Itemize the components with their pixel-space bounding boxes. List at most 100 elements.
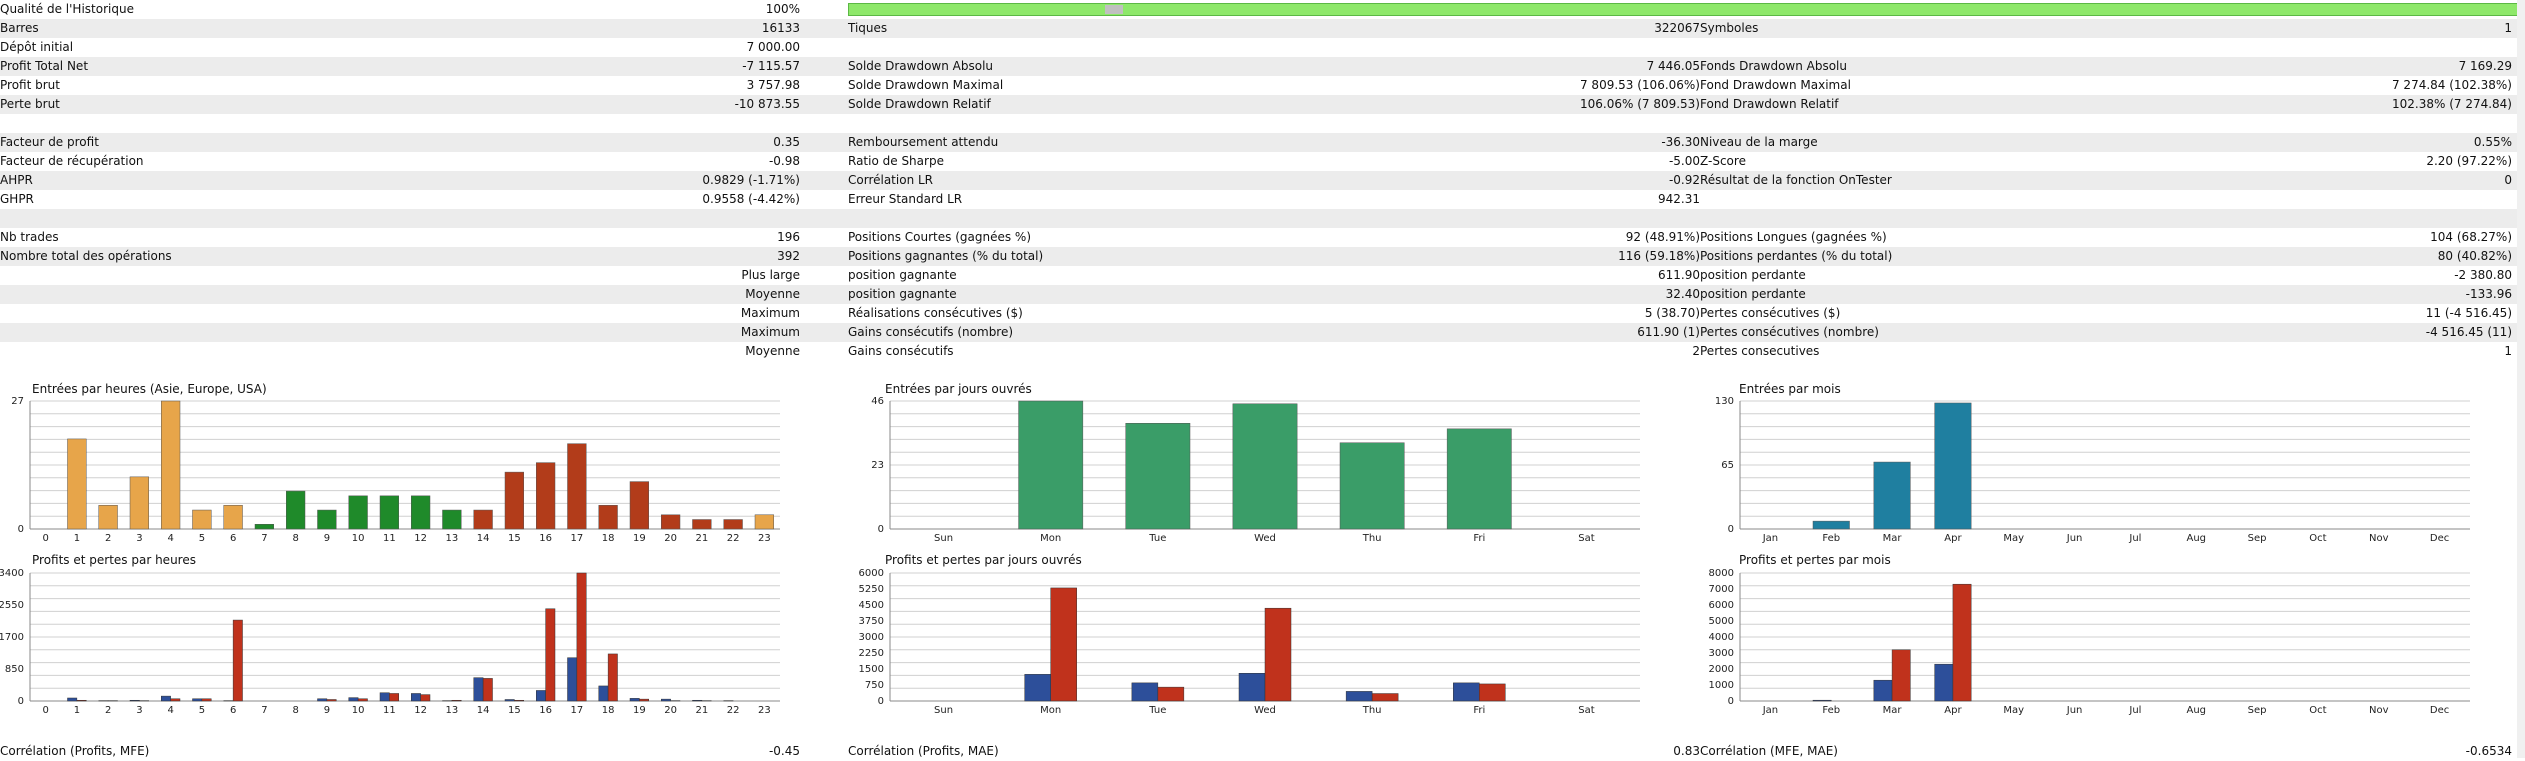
- y-tick-label: 0: [1728, 696, 1734, 707]
- y-tick-label: 1700: [0, 632, 24, 643]
- x-tick-label: Fri: [1473, 533, 1485, 544]
- c2-label: Corrélation (Profits, MAE): [848, 742, 999, 761]
- entry-bar: [349, 496, 368, 529]
- x-tick-label: 19: [633, 705, 646, 716]
- x-tick-label: Sat: [1578, 533, 1594, 544]
- x-tick-label: 20: [664, 705, 677, 716]
- profit-bar: [1346, 691, 1372, 701]
- entry-bar: [755, 515, 774, 529]
- profit-bar: [318, 699, 327, 701]
- profit-bar: [1813, 700, 1831, 701]
- y-tick-label: 46: [871, 396, 884, 407]
- x-tick-label: 23: [758, 705, 771, 716]
- vertical-scrollbar[interactable]: [2517, 0, 2525, 758]
- x-tick-label: 7: [261, 705, 267, 716]
- profit-bar: [411, 693, 420, 701]
- entry-bar: [1233, 404, 1297, 529]
- x-tick-label: Feb: [1822, 705, 1840, 716]
- y-tick-label: 8000: [1709, 568, 1734, 579]
- x-tick-label: 3: [136, 705, 142, 716]
- x-tick-label: May: [2003, 533, 2024, 544]
- profit-bar: [349, 698, 358, 701]
- y-tick-label: 4000: [1709, 632, 1734, 643]
- entry-bar: [130, 477, 149, 529]
- profit-bar: [1025, 674, 1051, 701]
- x-tick-label: 15: [508, 533, 521, 544]
- x-tick-label: Sat: [1578, 705, 1594, 716]
- loss-bar: [1892, 650, 1910, 701]
- y-tick-label: 7000: [1709, 584, 1734, 595]
- x-tick-label: 12: [414, 533, 427, 544]
- y-tick-label: 5250: [859, 584, 884, 595]
- chart-title: Profits et pertes par mois: [1739, 553, 1891, 567]
- x-tick-label: Nov: [2369, 533, 2389, 544]
- x-tick-label: 9: [324, 705, 330, 716]
- x-tick-label: Jun: [2066, 533, 2083, 544]
- y-tick-label: 850: [5, 664, 24, 675]
- x-tick-label: Wed: [1254, 705, 1276, 716]
- profit-bar: [1935, 664, 1953, 701]
- x-tick-label: Mon: [1040, 533, 1061, 544]
- x-tick-label: Jul: [2128, 533, 2141, 544]
- c1-value: -0.45: [500, 742, 800, 761]
- x-tick-label: Apr: [1944, 533, 1962, 544]
- x-tick-label: Jun: [2066, 705, 2083, 716]
- loss-bar: [1372, 694, 1398, 701]
- x-tick-label: Apr: [1944, 705, 1962, 716]
- x-tick-label: Tue: [1148, 533, 1166, 544]
- y-tick-label: 2000: [1709, 664, 1734, 675]
- x-tick-label: 13: [446, 533, 459, 544]
- x-tick-label: Jan: [1762, 705, 1778, 716]
- y-tick-label: 6000: [1709, 600, 1734, 611]
- y-tick-label: 750: [865, 680, 884, 691]
- y-tick-label: 3000: [859, 632, 884, 643]
- x-tick-label: 17: [571, 533, 584, 544]
- y-tick-label: 3750: [859, 616, 884, 627]
- x-tick-label: Thu: [1362, 705, 1382, 716]
- x-tick-label: 6: [230, 705, 236, 716]
- loss-bar: [327, 699, 336, 701]
- x-tick-label: Nov: [2369, 705, 2389, 716]
- c2-value: 0.83: [1400, 742, 1700, 761]
- entry-bar: [411, 496, 430, 529]
- x-tick-label: 19: [633, 533, 646, 544]
- entry-bar: [630, 482, 649, 529]
- x-tick-label: Fri: [1473, 705, 1485, 716]
- y-tick-label: 3000: [1709, 648, 1734, 659]
- loss-bar: [546, 609, 555, 701]
- profit-bar: [380, 693, 389, 701]
- loss-bar: [608, 654, 617, 701]
- x-tick-label: 11: [383, 533, 396, 544]
- x-tick-label: 10: [352, 533, 365, 544]
- x-tick-label: 18: [602, 533, 615, 544]
- entry-bar: [661, 515, 680, 529]
- entry-bar: [599, 505, 618, 529]
- x-tick-label: 20: [664, 533, 677, 544]
- x-tick-label: 8: [292, 705, 298, 716]
- loss-bar: [202, 699, 211, 701]
- loss-bar: [1158, 687, 1184, 701]
- loss-bar: [1265, 608, 1291, 701]
- x-tick-label: 12: [414, 705, 427, 716]
- y-tick-label: 6000: [859, 568, 884, 579]
- profit-bar: [474, 678, 483, 701]
- entry-bar: [224, 505, 243, 529]
- profit-bar: [568, 658, 577, 701]
- profit-bar: [693, 700, 702, 701]
- chart-title: Entrées par jours ouvrés: [885, 382, 1032, 396]
- entry-bar: [536, 463, 555, 529]
- x-tick-label: 13: [446, 705, 459, 716]
- x-tick-label: 2: [105, 533, 111, 544]
- x-tick-label: 21: [696, 705, 709, 716]
- x-tick-label: Jan: [1762, 533, 1778, 544]
- x-tick-label: 23: [758, 533, 771, 544]
- entry-bar: [380, 496, 399, 529]
- x-tick-label: 15: [508, 705, 521, 716]
- entry-bar: [724, 520, 743, 529]
- profit-bar: [630, 698, 639, 701]
- entry-bar: [1126, 423, 1190, 529]
- profit-bar: [68, 698, 77, 701]
- y-tick-label: 0: [18, 524, 24, 535]
- loss-bar: [1479, 684, 1505, 701]
